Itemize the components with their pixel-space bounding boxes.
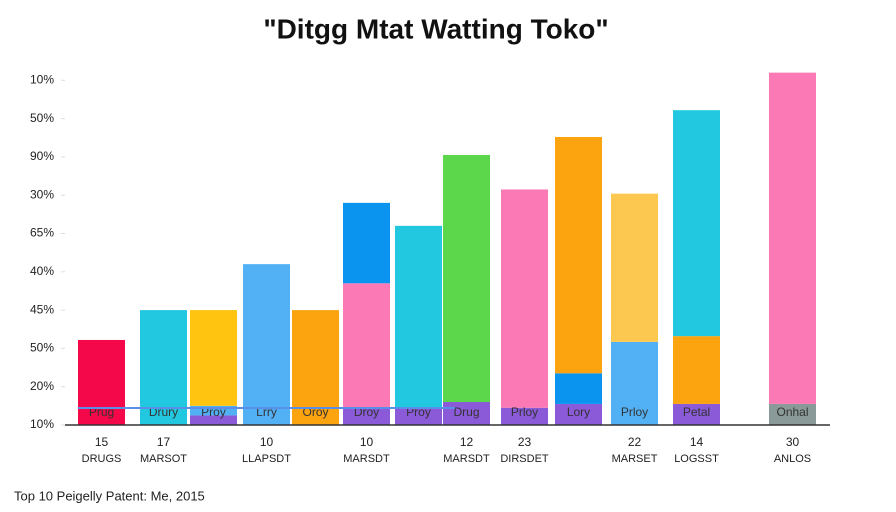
bar-segment <box>395 225 442 408</box>
x-label-text: MARSOT <box>140 453 187 465</box>
y-tick-label: 30% <box>30 187 54 201</box>
x-label-number: 17 <box>157 435 171 449</box>
x-label-text: DRUGS <box>82 453 122 465</box>
x-label-text: MARSDT <box>343 453 390 465</box>
bar-label: Lory <box>567 405 590 419</box>
x-label-text: LLAPSDT <box>242 453 291 465</box>
bar-segment <box>78 339 125 425</box>
bar-segment <box>611 193 658 342</box>
bar-segment <box>443 154 490 403</box>
x-label-number: 23 <box>518 435 532 449</box>
bar-segment <box>769 72 816 404</box>
chart-title: "Ditgg Mtat Watting Toko" <box>263 13 608 44</box>
bar-segment <box>555 373 602 404</box>
bar-segment <box>501 407 548 425</box>
bar-segment <box>769 403 816 425</box>
y-tick-label: 10% <box>30 417 54 431</box>
y-tick-label: 90% <box>30 149 54 163</box>
x-label-number: 10 <box>360 435 374 449</box>
bar-segment <box>140 310 187 425</box>
x-label-text: LOGSST <box>674 453 719 465</box>
bar-segment <box>555 136 602 374</box>
x-label-text: MARSDT <box>443 453 490 465</box>
x-label-number: 15 <box>95 435 109 449</box>
bar-segment <box>555 403 602 425</box>
bar-segment <box>243 264 290 425</box>
y-tick-label: 10% <box>30 72 54 86</box>
bar-label: Drug <box>453 405 479 419</box>
bar-segment <box>190 310 237 406</box>
bar-label: Onhal <box>776 405 808 419</box>
bar-segment <box>190 415 237 425</box>
bar-segment <box>395 407 442 425</box>
bar-segment <box>292 310 339 425</box>
bar-segment <box>343 202 390 284</box>
x-label-text: ANLOS <box>774 453 811 465</box>
bar-segment <box>673 403 720 425</box>
x-label-text: MARSET <box>612 453 658 465</box>
y-tick-label: 65% <box>30 226 54 240</box>
x-label-number: 10 <box>260 435 274 449</box>
bar-segment <box>190 405 237 416</box>
x-label-text: DIRSDET <box>500 453 549 465</box>
x-label-number: 12 <box>460 435 474 449</box>
y-tick-label: 45% <box>30 302 54 316</box>
y-tick-label: 40% <box>30 264 54 278</box>
y-tick-label: 20% <box>30 379 54 393</box>
bar-segment <box>611 341 658 425</box>
bar-label: Prloy <box>621 405 648 419</box>
bar-label: Petal <box>683 405 710 419</box>
bar-segment <box>343 407 390 425</box>
bar-segment <box>343 283 390 408</box>
bar-segment <box>673 110 720 337</box>
y-tick-label: 50% <box>30 341 54 355</box>
bar-segment <box>501 189 548 408</box>
bar-segment <box>673 336 720 404</box>
x-label-number: 30 <box>786 435 800 449</box>
footer: Top 10 Peigelly Patent: Me, 2015 <box>14 488 205 503</box>
bar-label: Prloy <box>511 405 538 419</box>
y-tick-label: 50% <box>30 111 54 125</box>
x-label-number: 14 <box>690 435 704 449</box>
x-label-number: 22 <box>628 435 642 449</box>
